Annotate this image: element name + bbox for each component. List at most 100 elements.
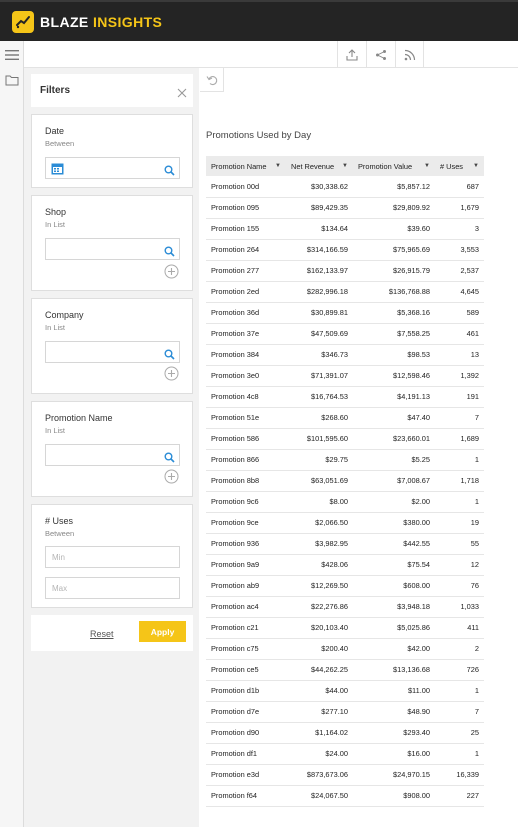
cell-net-revenue: $44,262.25 bbox=[286, 659, 353, 681]
date-range-input[interactable] bbox=[45, 157, 180, 179]
table-row[interactable]: Promotion c75 $200.40 $42.00 2 bbox=[206, 638, 484, 660]
folder-icon[interactable] bbox=[0, 68, 23, 92]
table-row[interactable]: Promotion ac4 $22,276.86 $3,948.18 1,033 bbox=[206, 596, 484, 618]
cell-uses: 1 bbox=[435, 491, 484, 513]
cell-net-revenue: $200.40 bbox=[286, 638, 353, 660]
table-row[interactable]: Promotion ce5 $44,262.25 $13,136.68 726 bbox=[206, 659, 484, 681]
cell-uses: 3,553 bbox=[435, 239, 484, 261]
export-icon[interactable] bbox=[337, 41, 366, 68]
sort-caret-icon[interactable]: ▼ bbox=[275, 162, 281, 169]
column-header-uses[interactable]: # Uses ▼ bbox=[435, 156, 484, 176]
table-row[interactable]: Promotion df1 $24.00 $16.00 1 bbox=[206, 743, 484, 765]
cell-promotion-name: Promotion 8b8 bbox=[206, 470, 286, 492]
table-row[interactable]: Promotion d1b $44.00 $11.00 1 bbox=[206, 680, 484, 702]
cell-net-revenue: $268.60 bbox=[286, 407, 353, 429]
apply-button[interactable]: Apply bbox=[139, 621, 186, 642]
filter-actions: Reset Apply bbox=[31, 615, 193, 651]
table-row[interactable]: Promotion ab9 $12,269.50 $608.00 76 bbox=[206, 575, 484, 597]
table-row[interactable]: Promotion 095 $89,429.35 $29,809.92 1,679 bbox=[206, 197, 484, 219]
cell-promotion-value: $16.00 bbox=[353, 743, 435, 765]
cell-promotion-value: $3,948.18 bbox=[353, 596, 435, 618]
add-circle-icon[interactable] bbox=[164, 264, 179, 279]
cell-promotion-name: Promotion f64 bbox=[206, 785, 286, 807]
column-header-net-revenue[interactable]: Net Revenue ▼ bbox=[286, 156, 353, 176]
table-row[interactable]: Promotion 2ed $282,996.18 $136,768.88 4,645 bbox=[206, 281, 484, 303]
hamburger-menu-icon[interactable] bbox=[0, 43, 23, 67]
company-filter-card: Company In List bbox=[31, 298, 193, 394]
share-icon[interactable] bbox=[366, 41, 395, 68]
cell-net-revenue: $16,764.53 bbox=[286, 386, 353, 408]
table-row[interactable]: Promotion f64 $24,067.50 $908.00 227 bbox=[206, 785, 484, 807]
cell-promotion-name: Promotion ce5 bbox=[206, 659, 286, 681]
uses-min-input[interactable] bbox=[45, 546, 180, 568]
cell-net-revenue: $47,509.69 bbox=[286, 323, 353, 345]
cell-promotion-value: $48.90 bbox=[353, 701, 435, 723]
undo-icon[interactable] bbox=[200, 68, 224, 92]
table-row[interactable]: Promotion d90 $1,164.02 $293.40 25 bbox=[206, 722, 484, 744]
cell-uses: 1,718 bbox=[435, 470, 484, 492]
table-row[interactable]: Promotion 51e $268.60 $47.40 7 bbox=[206, 407, 484, 429]
shop-search-input[interactable] bbox=[45, 238, 180, 260]
cell-promotion-name: Promotion 9a9 bbox=[206, 554, 286, 576]
brand-main: BLAZE bbox=[40, 14, 89, 30]
cell-promotion-value: $2.00 bbox=[353, 491, 435, 513]
add-circle-icon[interactable] bbox=[164, 366, 179, 381]
table-row[interactable]: Promotion 866 $29.75 $5.25 1 bbox=[206, 449, 484, 471]
cell-promotion-name: Promotion 4c8 bbox=[206, 386, 286, 408]
search-icon[interactable] bbox=[164, 163, 175, 181]
add-circle-icon[interactable] bbox=[164, 469, 179, 484]
app-brand: BLAZE INSIGHTS bbox=[40, 14, 162, 30]
cell-uses: 1,679 bbox=[435, 197, 484, 219]
table-row[interactable]: Promotion 586 $101,595.60 $23,660.01 1,689 bbox=[206, 428, 484, 450]
table-row[interactable]: Promotion 936 $3,982.95 $442.55 55 bbox=[206, 533, 484, 555]
cell-net-revenue: $20,103.40 bbox=[286, 617, 353, 639]
cell-net-revenue: $44.00 bbox=[286, 680, 353, 702]
cell-uses: 19 bbox=[435, 512, 484, 534]
cell-net-revenue: $346.73 bbox=[286, 344, 353, 366]
table-row[interactable]: Promotion 9a9 $428.06 $75.54 12 bbox=[206, 554, 484, 576]
table-row[interactable]: Promotion 3e0 $71,391.07 $12,598.46 1,392 bbox=[206, 365, 484, 387]
date-filter-title: Date bbox=[45, 126, 65, 136]
search-icon[interactable] bbox=[164, 244, 175, 262]
sort-caret-icon[interactable]: ▼ bbox=[473, 162, 479, 169]
table-row[interactable]: Promotion 9c6 $8.00 $2.00 1 bbox=[206, 491, 484, 513]
uses-max-input[interactable] bbox=[45, 577, 180, 599]
cell-promotion-name: Promotion 9ce bbox=[206, 512, 286, 534]
cell-promotion-value: $75,965.69 bbox=[353, 239, 435, 261]
table-row[interactable]: Promotion 37e $47,509.69 $7,558.25 461 bbox=[206, 323, 484, 345]
table-row[interactable]: Promotion e3d $873,673.06 $24,970.15 16,339 bbox=[206, 764, 484, 786]
search-icon[interactable] bbox=[164, 347, 175, 365]
cell-promotion-name: Promotion 9c6 bbox=[206, 491, 286, 513]
reset-link[interactable]: Reset bbox=[90, 629, 114, 639]
table-row[interactable]: Promotion 4c8 $16,764.53 $4,191.13 191 bbox=[206, 386, 484, 408]
column-header-promotion-value[interactable]: Promotion Value ▼ bbox=[353, 156, 435, 176]
cell-net-revenue: $22,276.86 bbox=[286, 596, 353, 618]
table-row[interactable]: Promotion 8b8 $63,051.69 $7,008.67 1,718 bbox=[206, 470, 484, 492]
company-search-input[interactable] bbox=[45, 341, 180, 363]
cell-net-revenue: $3,982.95 bbox=[286, 533, 353, 555]
promotion-name-search-input[interactable] bbox=[45, 444, 180, 466]
table-row[interactable]: Promotion c21 $20,103.40 $5,025.86 411 bbox=[206, 617, 484, 639]
left-icon-strip bbox=[0, 41, 24, 827]
column-header-promotion-name[interactable]: Promotion Name ▼ bbox=[206, 156, 286, 176]
cell-promotion-name: Promotion 384 bbox=[206, 344, 286, 366]
search-icon[interactable] bbox=[164, 450, 175, 468]
cell-promotion-value: $11.00 bbox=[353, 680, 435, 702]
cell-promotion-name: Promotion 586 bbox=[206, 428, 286, 450]
cell-uses: 3 bbox=[435, 218, 484, 240]
table-row[interactable]: Promotion 36d $30,899.81 $5,368.16 589 bbox=[206, 302, 484, 324]
table-row[interactable]: Promotion 9ce $2,066.50 $380.00 19 bbox=[206, 512, 484, 534]
table-row[interactable]: Promotion 155 $134.64 $39.60 3 bbox=[206, 218, 484, 240]
cell-uses: 7 bbox=[435, 407, 484, 429]
table-row[interactable]: Promotion 00d $30,338.62 $5,857.12 687 bbox=[206, 176, 484, 198]
table-row[interactable]: Promotion 277 $162,133.97 $26,915.79 2,537 bbox=[206, 260, 484, 282]
rss-icon[interactable] bbox=[395, 41, 424, 68]
sort-caret-icon[interactable]: ▼ bbox=[424, 162, 430, 169]
calendar-icon[interactable] bbox=[51, 162, 64, 180]
table-row[interactable]: Promotion 384 $346.73 $98.53 13 bbox=[206, 344, 484, 366]
table-row[interactable]: Promotion 264 $314,166.59 $75,965.69 3,553 bbox=[206, 239, 484, 261]
sort-caret-icon[interactable]: ▼ bbox=[342, 162, 348, 169]
filters-header: Filters bbox=[31, 74, 193, 107]
close-icon[interactable] bbox=[177, 85, 187, 103]
table-row[interactable]: Promotion d7e $277.10 $48.90 7 bbox=[206, 701, 484, 723]
